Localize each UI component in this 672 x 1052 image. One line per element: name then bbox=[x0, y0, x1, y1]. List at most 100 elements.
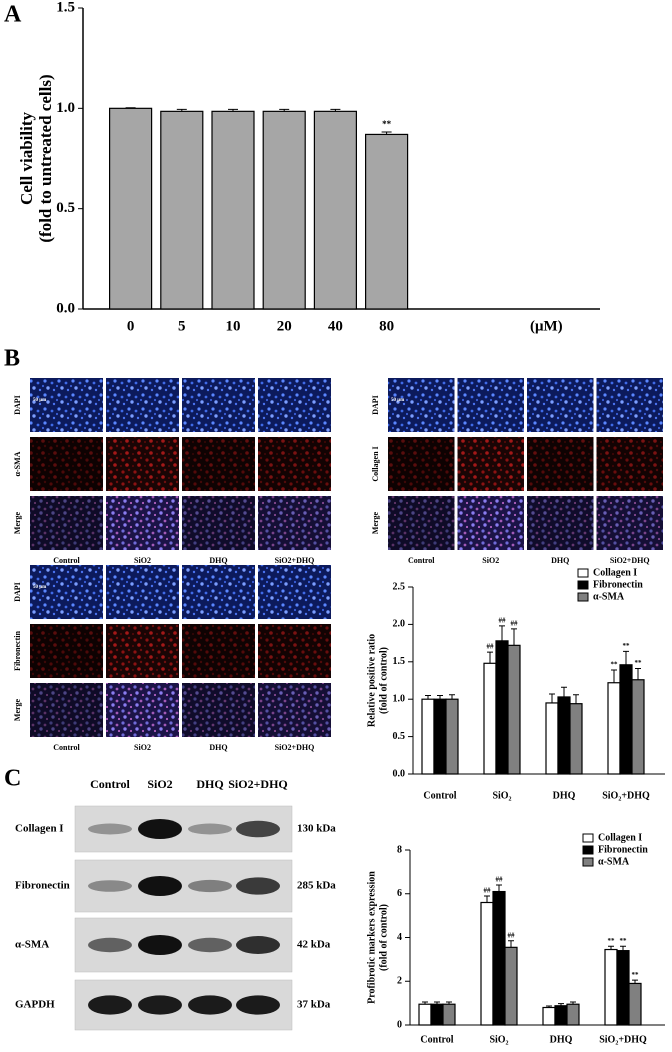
micrograph-shade bbox=[388, 437, 455, 491]
x-tick-label: 20 bbox=[277, 318, 292, 334]
legend-label: Collagen I bbox=[598, 832, 642, 843]
error-bar bbox=[125, 107, 136, 109]
blot-column-label: DHQ bbox=[196, 777, 223, 791]
micrograph bbox=[457, 437, 524, 491]
x-tick-label: SiO₂ bbox=[489, 1034, 508, 1045]
bar bbox=[313, 110, 357, 310]
bar bbox=[631, 679, 645, 775]
y-axis-label: Cell viability bbox=[17, 111, 36, 205]
bar bbox=[604, 948, 618, 1026]
bar bbox=[557, 696, 571, 775]
micrograph bbox=[106, 624, 179, 678]
micrograph bbox=[596, 496, 663, 550]
bar bbox=[628, 982, 642, 1026]
legend-swatch bbox=[582, 857, 594, 867]
bar bbox=[445, 698, 459, 775]
micrograph bbox=[182, 624, 255, 678]
column-label: SiO2+DHQ bbox=[275, 743, 315, 752]
micrograph bbox=[527, 496, 594, 550]
micrograph-shade bbox=[258, 496, 331, 550]
significance: ** bbox=[635, 659, 643, 667]
error-bar bbox=[620, 945, 626, 951]
micrograph bbox=[258, 437, 331, 491]
x-tick-label: Control bbox=[420, 1034, 453, 1045]
error-bar bbox=[279, 108, 290, 112]
bar bbox=[442, 1003, 456, 1026]
column-label: DHQ bbox=[209, 556, 227, 565]
row-label: α-SMA bbox=[13, 451, 22, 476]
error-bar bbox=[496, 884, 502, 892]
micrograph bbox=[258, 565, 331, 619]
panel-label: C bbox=[4, 766, 21, 792]
x-tick-label: 10 bbox=[226, 318, 241, 334]
y-tick-label: 0 bbox=[397, 1019, 402, 1030]
error-bar bbox=[437, 694, 443, 700]
significance: ## bbox=[508, 931, 516, 939]
bar bbox=[569, 703, 583, 775]
y-tick-label: 0.5 bbox=[393, 731, 406, 742]
panel-label: B bbox=[4, 346, 20, 372]
row-label: Merge bbox=[371, 511, 380, 534]
y-tick-label: 1.5 bbox=[56, 0, 75, 15]
error-bar bbox=[611, 669, 617, 683]
bar bbox=[262, 110, 306, 310]
bar bbox=[421, 698, 435, 775]
bar bbox=[542, 1006, 556, 1026]
blot-band bbox=[88, 995, 132, 1015]
x-tick-label: 40 bbox=[328, 318, 343, 334]
micrograph bbox=[30, 565, 103, 619]
micrograph bbox=[30, 683, 103, 737]
micrograph bbox=[106, 437, 179, 491]
row-label: Merge bbox=[13, 698, 22, 721]
legend-label: Fibronectin bbox=[593, 579, 643, 590]
y-axis-label: (fold of control) bbox=[378, 647, 389, 714]
error-bar bbox=[561, 686, 567, 697]
column-label: Control bbox=[408, 556, 435, 565]
bar bbox=[433, 698, 447, 775]
blot-column-label: Control bbox=[90, 777, 130, 791]
blot-band bbox=[88, 937, 132, 953]
micrograph-shade bbox=[182, 437, 255, 491]
micrograph bbox=[596, 378, 663, 432]
micrograph-shade bbox=[258, 683, 331, 737]
error-bar bbox=[434, 1001, 440, 1005]
bar bbox=[418, 1003, 432, 1026]
micrograph bbox=[30, 378, 103, 432]
column-label: Control bbox=[53, 743, 80, 752]
micrograph bbox=[258, 496, 331, 550]
column-label: SiO2 bbox=[134, 743, 151, 752]
error-bar bbox=[632, 979, 638, 984]
micrograph-shade bbox=[596, 437, 663, 491]
micrograph-shade bbox=[182, 683, 255, 737]
x-tick-label: Control bbox=[423, 790, 456, 801]
x-tick-label: 5 bbox=[178, 318, 186, 334]
micrograph-shade bbox=[30, 496, 103, 550]
micrograph bbox=[258, 624, 331, 678]
error-bar bbox=[570, 1001, 576, 1005]
error-bar bbox=[549, 693, 555, 703]
blot-size-label: 42 kDa bbox=[297, 939, 331, 951]
significance: ** bbox=[620, 937, 628, 945]
blot-band bbox=[138, 876, 182, 896]
x-unit: (μM) bbox=[530, 318, 563, 334]
micrograph-shade bbox=[182, 496, 255, 550]
error-bar bbox=[499, 625, 505, 641]
row-label: DAPI bbox=[371, 395, 380, 415]
blot-size-label: 130 kDa bbox=[297, 823, 336, 835]
bar bbox=[211, 110, 255, 310]
x-tick-label: DHQ bbox=[553, 790, 576, 801]
panel-label: A bbox=[4, 2, 22, 28]
y-tick-label: 0.0 bbox=[56, 300, 75, 316]
y-tick-label: 2.5 bbox=[393, 581, 406, 592]
micrograph bbox=[106, 496, 179, 550]
micrograph bbox=[182, 437, 255, 491]
y-tick-label: 4 bbox=[397, 932, 402, 943]
significance: ** bbox=[611, 661, 619, 669]
y-tick-label: 1.5 bbox=[393, 656, 406, 667]
scale-label: 50 μm bbox=[33, 398, 47, 403]
blot-band bbox=[188, 937, 232, 953]
bar bbox=[492, 890, 506, 1026]
legend-label: α-SMA bbox=[598, 856, 630, 867]
significance: ## bbox=[496, 876, 504, 884]
y-tick-label: 0.5 bbox=[56, 200, 75, 216]
